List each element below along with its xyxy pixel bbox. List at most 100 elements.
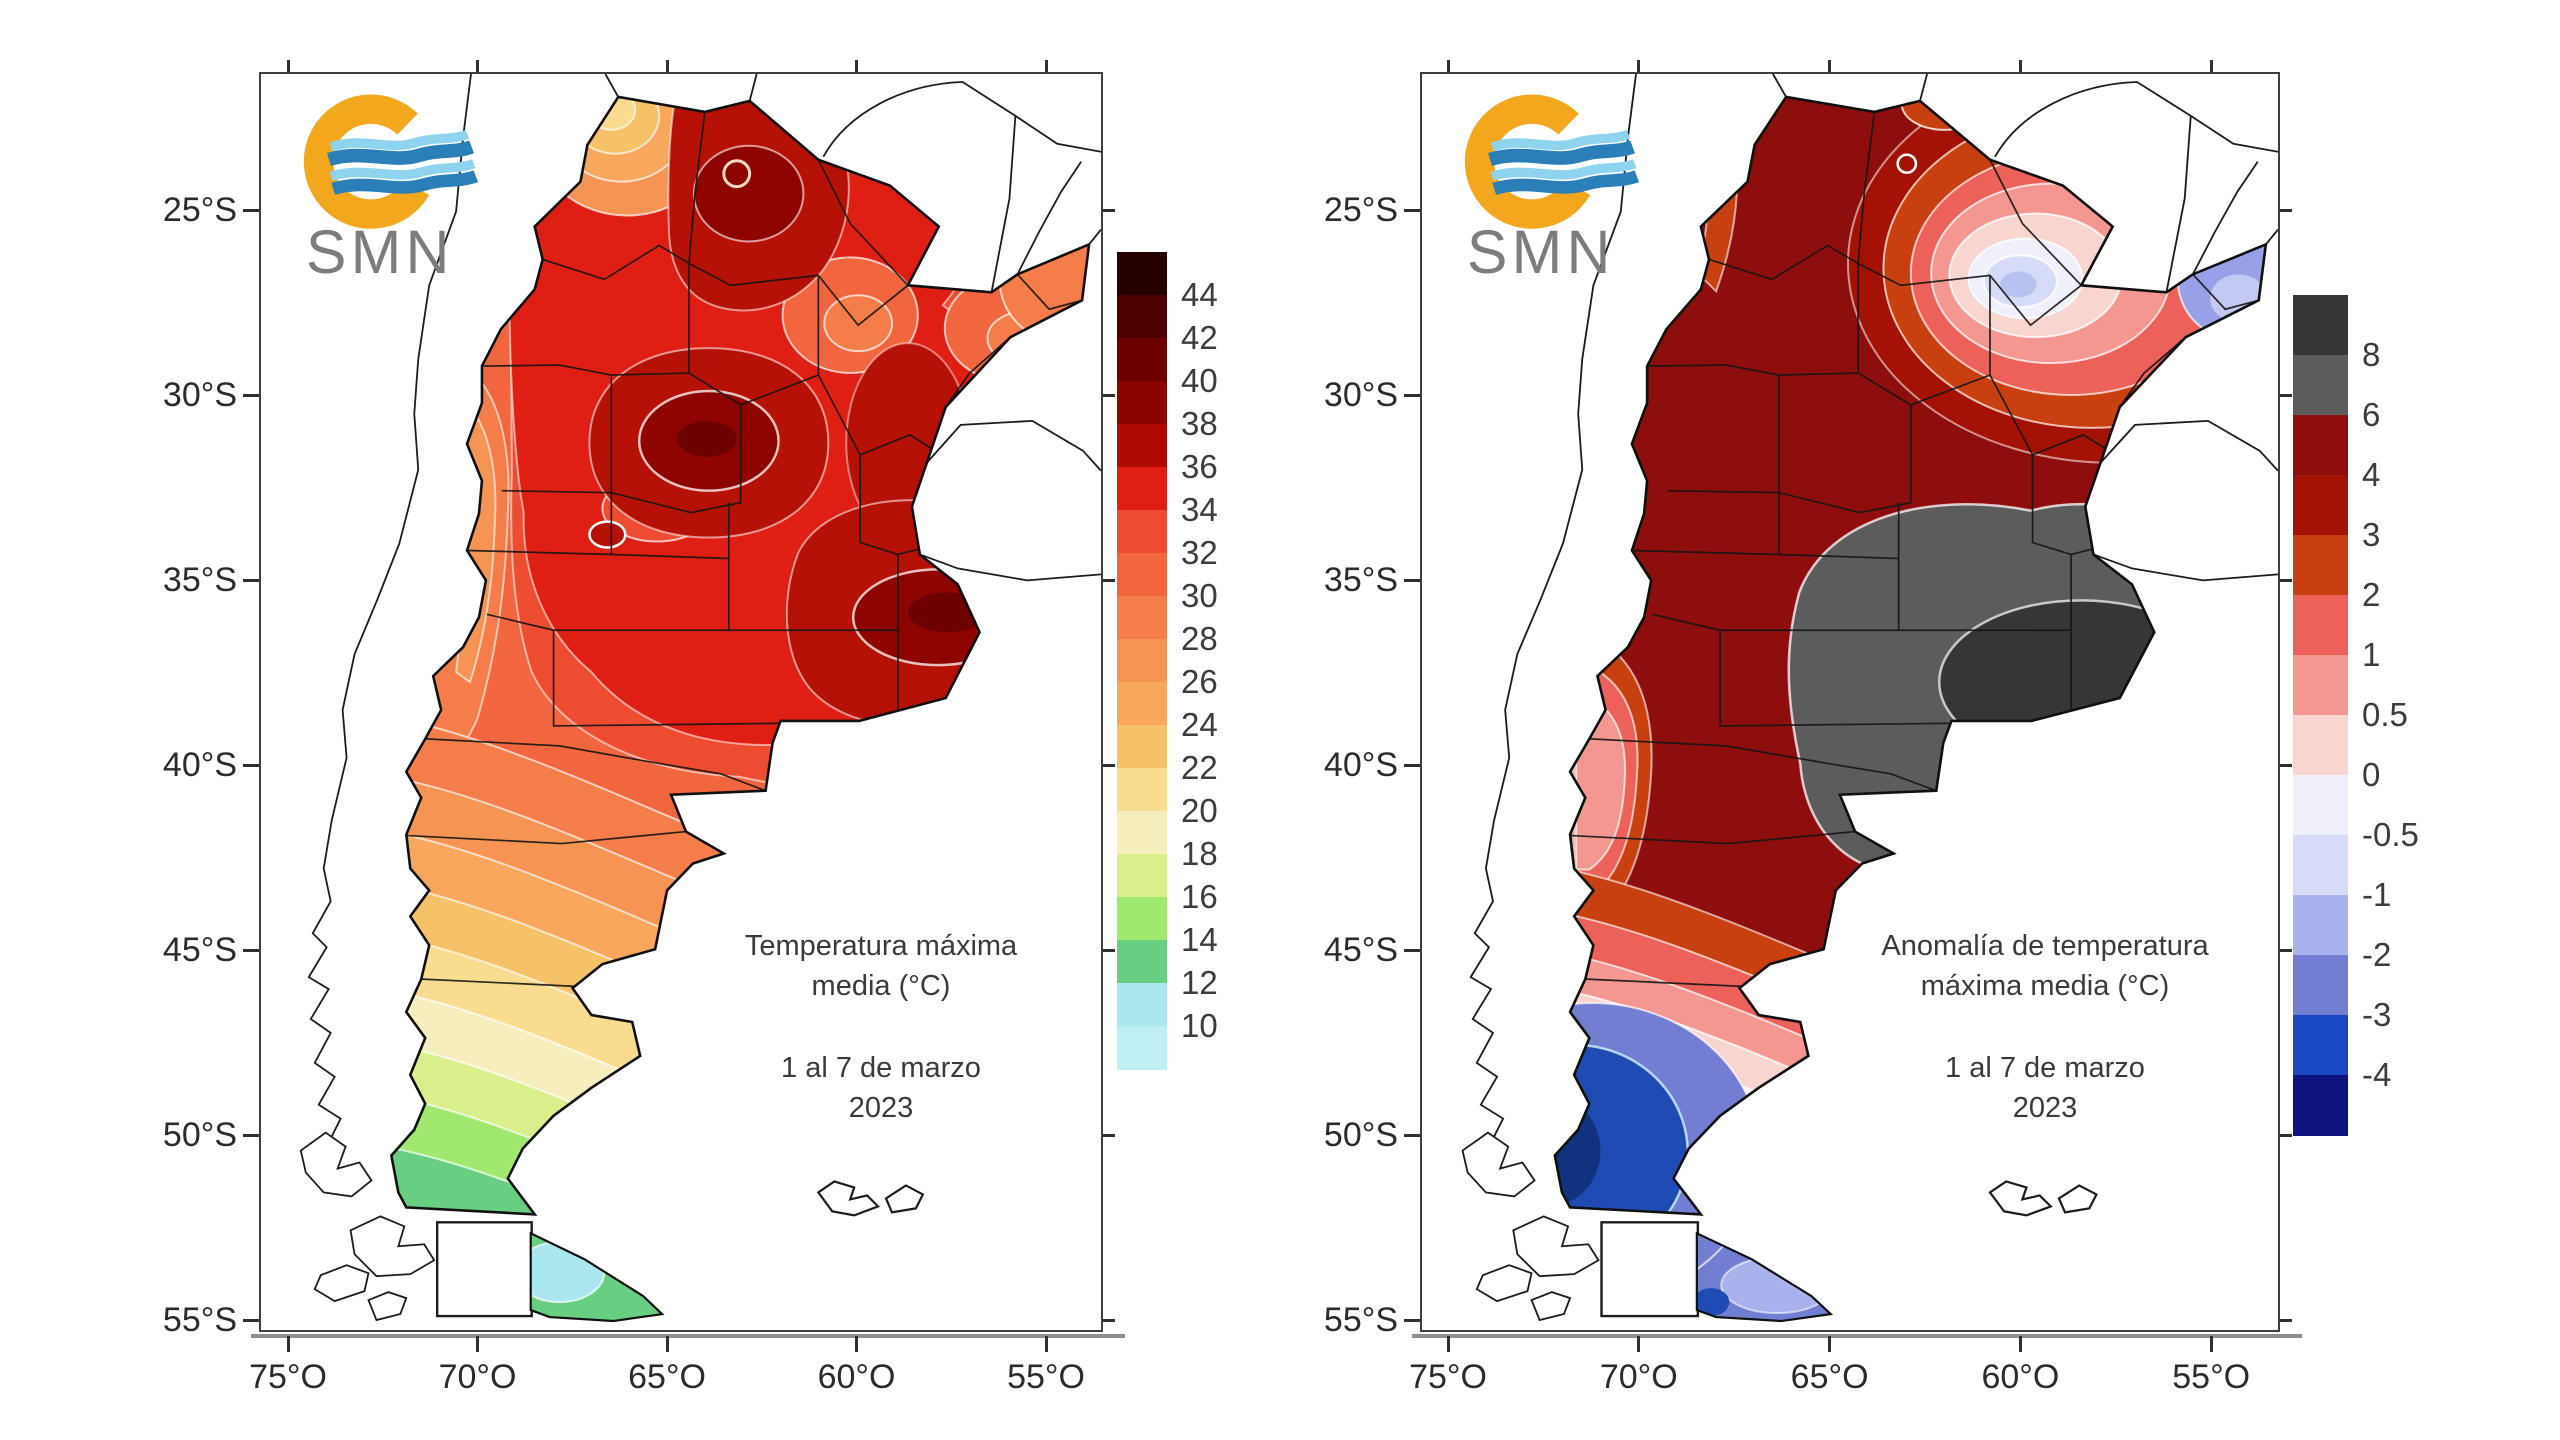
colorbar-label: 24 (1181, 706, 1218, 743)
lon-tick-top (665, 60, 669, 72)
lat-tick-right (1103, 948, 1115, 952)
lat-tick-right (1103, 393, 1115, 397)
lat-tick-right (2280, 948, 2292, 952)
lat-tick-label: 30°S (1323, 376, 1398, 414)
lon-tick-top (1446, 60, 1450, 72)
colorbar-label: 28 (1181, 620, 1218, 657)
colorbar-segment (2293, 415, 2348, 476)
lon-tick (1446, 1336, 1450, 1352)
colorbar-label: 14 (1181, 921, 1218, 958)
annotation-period-line1: 1 al 7 de marzo (781, 1052, 981, 1085)
lon-tick-top (1044, 60, 1048, 72)
colorbar-segment (1117, 596, 1167, 640)
x-axis-baseline-temperatura (251, 1334, 1125, 1338)
colorbar-label: 6 (2362, 396, 2381, 433)
annotation-title-line1: Temperatura máxima (744, 930, 1018, 962)
colorbar-segment (1117, 381, 1167, 425)
lat-tick (1404, 1318, 1420, 1322)
colorbar-segment (2293, 1075, 2348, 1136)
smn-logo-wave-light-1 (1490, 129, 1631, 152)
lon-tick-label: 65°O (1790, 1358, 1869, 1396)
colorbar-segment (1117, 510, 1167, 554)
lon-tick (1044, 1336, 1048, 1352)
lon-tick-top (2018, 60, 2022, 72)
lat-tick (243, 393, 259, 397)
colorbar-label: 4 (2362, 456, 2381, 493)
colorbar-segment (1117, 811, 1167, 855)
colorbar-segment (1117, 768, 1167, 812)
lat-tick (1404, 578, 1420, 582)
lat-tick (1404, 763, 1420, 767)
map-svg-temperatura (299, 74, 1101, 1323)
colorbar-segment (1117, 553, 1167, 597)
colorbar-segment (1117, 338, 1167, 382)
colorbar-segment (1117, 682, 1167, 726)
colorbar-segment (1117, 424, 1167, 468)
colorbar-segment (1117, 252, 1167, 296)
lon-tick (1828, 1336, 1832, 1352)
smn-logo: SMN (1464, 94, 1640, 286)
colorbar-segment (1117, 1026, 1167, 1070)
colorbar-segment (1117, 940, 1167, 984)
annotation-title-line1: Anomalía de temperatura (1881, 930, 2209, 962)
lat-tick-right (2280, 763, 2292, 767)
colorbar-label: 20 (1181, 792, 1218, 829)
colorbar-label: 22 (1181, 749, 1218, 786)
lat-tick-right (2280, 578, 2292, 582)
map-svg-anomalia (1461, 74, 2278, 1323)
lon-tick-top (476, 60, 479, 72)
lat-tick (243, 948, 259, 952)
lat-tick-right (2280, 1318, 2292, 1322)
lat-tick-label: 25°S (1323, 191, 1398, 229)
smn-logo-wave-dark-2 (1492, 170, 1640, 195)
lon-tick-label: 60°O (817, 1358, 896, 1396)
colorbar-label: 10 (1181, 1007, 1218, 1044)
smn-logo-wave-light-2 (1490, 159, 1637, 181)
colorbar-segment (2293, 535, 2348, 596)
x-axis-baseline-anomalia (1412, 1334, 2302, 1338)
lon-tick (476, 1336, 479, 1352)
lon-tick (665, 1336, 669, 1352)
lat-tick-label: 45°S (162, 931, 237, 969)
smn-logo: SMN (303, 94, 479, 286)
colorbar-segment (1117, 467, 1167, 511)
lat-tick-right (1103, 208, 1115, 212)
lon-tick (2209, 1336, 2213, 1352)
lat-tick (1404, 948, 1420, 952)
colorbar-segment (2293, 775, 2348, 836)
annotation-period-line2: 2023 (2012, 1092, 2078, 1125)
lat-tick-label: 40°S (162, 746, 237, 784)
smn-logo-wave-light-1 (329, 129, 470, 152)
colorbar-label: 0 (2362, 756, 2381, 793)
smn-logo-wave-light-2 (329, 159, 476, 181)
colorbar-label: 38 (1181, 405, 1218, 442)
colorbar-label: 1 (2362, 636, 2381, 673)
smn-logo-wave-dark-1 (1487, 140, 1636, 167)
smn-logo-text: SMN (306, 218, 454, 286)
colorbar-segment (2293, 835, 2348, 896)
lat-tick (243, 1133, 259, 1137)
colorbar-label: 12 (1181, 964, 1218, 1001)
map-annotation-temperatura: Temperatura máxima media (°C) 1 al 7 de … (669, 926, 1093, 1128)
colorbar-segment (2293, 475, 2348, 536)
colorbar-label: 26 (1181, 663, 1218, 700)
lon-tick-top (855, 60, 858, 72)
lat-tick-right (1103, 578, 1115, 582)
smn-logo-ring (1464, 94, 1600, 229)
lon-tick-top (286, 60, 290, 72)
lon-tick-label: 70°O (1599, 1358, 1678, 1396)
lat-tick-right (1103, 1133, 1115, 1137)
lon-tick (2018, 1336, 2022, 1352)
smn-logo-ring (303, 94, 439, 229)
colorbar-label: 44 (1181, 276, 1218, 313)
smn-logo-text: SMN (1467, 218, 1615, 286)
annotation-period-line2: 2023 (848, 1092, 914, 1125)
lat-tick-label: 55°S (1323, 1301, 1398, 1339)
colorbar-segment (1117, 295, 1167, 339)
lat-tick-right (2280, 393, 2292, 397)
lat-tick-label: 50°S (1323, 1116, 1398, 1154)
lon-tick (1637, 1336, 1641, 1352)
colorbar-label: 3 (2362, 516, 2381, 553)
lat-tick (243, 763, 259, 767)
colorbar-label: -2 (2362, 936, 2392, 973)
